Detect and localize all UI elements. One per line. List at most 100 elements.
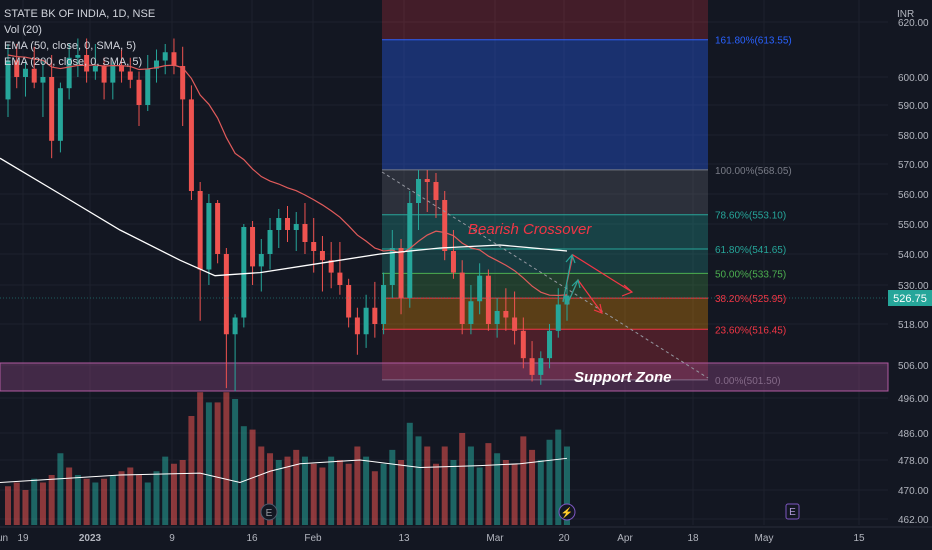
volume-bar — [511, 463, 518, 525]
candle-body — [520, 330, 526, 359]
fib-level-label: 23.60%(516.45) — [715, 325, 786, 336]
fib-level-label: 0.00%(501.50) — [715, 376, 781, 387]
volume-bar — [459, 433, 466, 525]
volume-ma-line — [0, 457, 568, 484]
x-tick-label: 19 — [17, 533, 29, 544]
volume-bar — [310, 463, 317, 525]
candle-body — [293, 224, 299, 230]
candle-body — [503, 311, 509, 318]
fib-level-label: 38.20%(525.95) — [715, 294, 786, 305]
volume-bar — [258, 446, 265, 525]
volume-bar — [371, 471, 378, 525]
fib-level-label: 50.00%(533.75) — [715, 269, 786, 280]
candle-body — [162, 52, 168, 61]
volume-bar — [39, 482, 46, 525]
fib-band — [382, 329, 708, 380]
candle-body — [49, 77, 55, 141]
svg-text:E: E — [266, 508, 273, 519]
volume-bar — [197, 392, 204, 525]
x-tick-label: 20 — [558, 533, 570, 544]
last-price-label: 526.75 — [0, 290, 932, 306]
candle-body — [22, 68, 28, 77]
green-arrow-2 — [566, 279, 579, 306]
fibonacci-retracement[interactable]: 161.80%(613.55) 100.00%(568.05) 78.60%(553… — [382, 0, 792, 387]
bearish-crossover-label: Bearish Crossover — [468, 221, 592, 238]
candle-body — [485, 275, 491, 324]
volume-bar — [336, 460, 343, 525]
price-axis[interactable]: 620.00 600.00 590.00 580.00 570.00 560.00 550.… — [898, 18, 929, 526]
symbol-title[interactable]: STATE BK OF INDIA, 1D, NSE — [4, 8, 156, 20]
volume-bar — [564, 446, 570, 525]
candle-body — [302, 224, 308, 242]
volume-bar — [380, 463, 387, 525]
candle-body — [14, 60, 20, 77]
volume-bar — [415, 436, 422, 525]
x-tick-label: 16 — [246, 533, 258, 544]
x-tick-label: 9 — [169, 533, 175, 544]
ema50-line — [7, 54, 568, 297]
support-zone-box — [0, 362, 889, 392]
y-tick-label: 470.00 — [898, 486, 929, 497]
candle-body — [564, 295, 570, 305]
volume-bar — [170, 463, 177, 525]
candle-body — [512, 317, 518, 331]
ema50-indicator[interactable]: EMA (50, close, 0, SMA, 5) — [4, 40, 137, 52]
candle-body — [555, 304, 561, 331]
volume-bar — [144, 482, 151, 525]
earnings-marker-may[interactable]: E — [785, 503, 800, 520]
candle-body — [101, 66, 107, 83]
y-tick-label: 620.00 — [898, 18, 929, 29]
volume-bar — [293, 449, 300, 525]
candle-body — [66, 57, 72, 89]
svg-text:E: E — [789, 507, 796, 518]
volume-bar — [13, 482, 20, 525]
dividend-marker-apr[interactable]: ⚡ — [558, 503, 576, 521]
volume-indicator[interactable]: Vol (20) — [4, 24, 42, 36]
ema-lines — [0, 54, 568, 297]
event-markers[interactable]: E ⚡ E — [260, 503, 800, 521]
volume-bar — [555, 429, 562, 525]
volume-bar — [284, 456, 291, 525]
volume-bar — [22, 490, 29, 525]
candle-body — [285, 218, 290, 230]
volume-bar — [467, 446, 474, 525]
fib-band — [382, 249, 708, 274]
y-tick-label: 580.00 — [898, 131, 929, 142]
volume-bars — [0, 392, 570, 525]
earnings-marker-feb[interactable]: E — [260, 503, 278, 521]
y-tick-label: 540.00 — [898, 250, 929, 261]
candle-body — [363, 307, 369, 335]
volume-bar — [363, 456, 370, 525]
candle-body — [180, 66, 186, 100]
volume-bar — [485, 443, 492, 525]
y-tick-label: 462.00 — [898, 515, 929, 526]
fib-band — [382, 214, 708, 250]
candle-body — [416, 179, 422, 203]
time-axis[interactable]: 19 2023 9 16 Feb 13 Mar 20 Apr 18 May 15 Jun — [0, 526, 932, 544]
candle-body — [346, 285, 352, 318]
candle-body — [92, 66, 98, 72]
volume-bar — [240, 426, 247, 525]
volume-bar — [406, 422, 413, 525]
last-price-value: 526.75 — [893, 293, 927, 305]
volume-bar — [205, 402, 212, 525]
volume-bar — [136, 475, 143, 525]
volume-bar — [432, 463, 439, 525]
ema200-indicator[interactable]: EMA (200, close, 0, SMA, 5) — [4, 56, 143, 68]
volume-bar — [127, 467, 134, 525]
y-tick-label: 560.00 — [898, 190, 929, 201]
volume-bar — [502, 460, 509, 525]
volume-bar — [57, 453, 64, 525]
volume-bar — [389, 449, 396, 525]
volume-bar — [31, 478, 38, 525]
volume-bar — [188, 416, 195, 525]
candle-body — [450, 251, 456, 273]
fib-level-label: 61.80%(541.65) — [715, 245, 786, 256]
fib-band — [382, 298, 708, 330]
x-tick-label: May — [755, 533, 774, 544]
support-zone[interactable]: Support Zone — [0, 362, 889, 392]
x-tick-label: 15 — [853, 533, 865, 544]
candle-body — [153, 60, 159, 69]
ema200-line — [0, 157, 568, 277]
